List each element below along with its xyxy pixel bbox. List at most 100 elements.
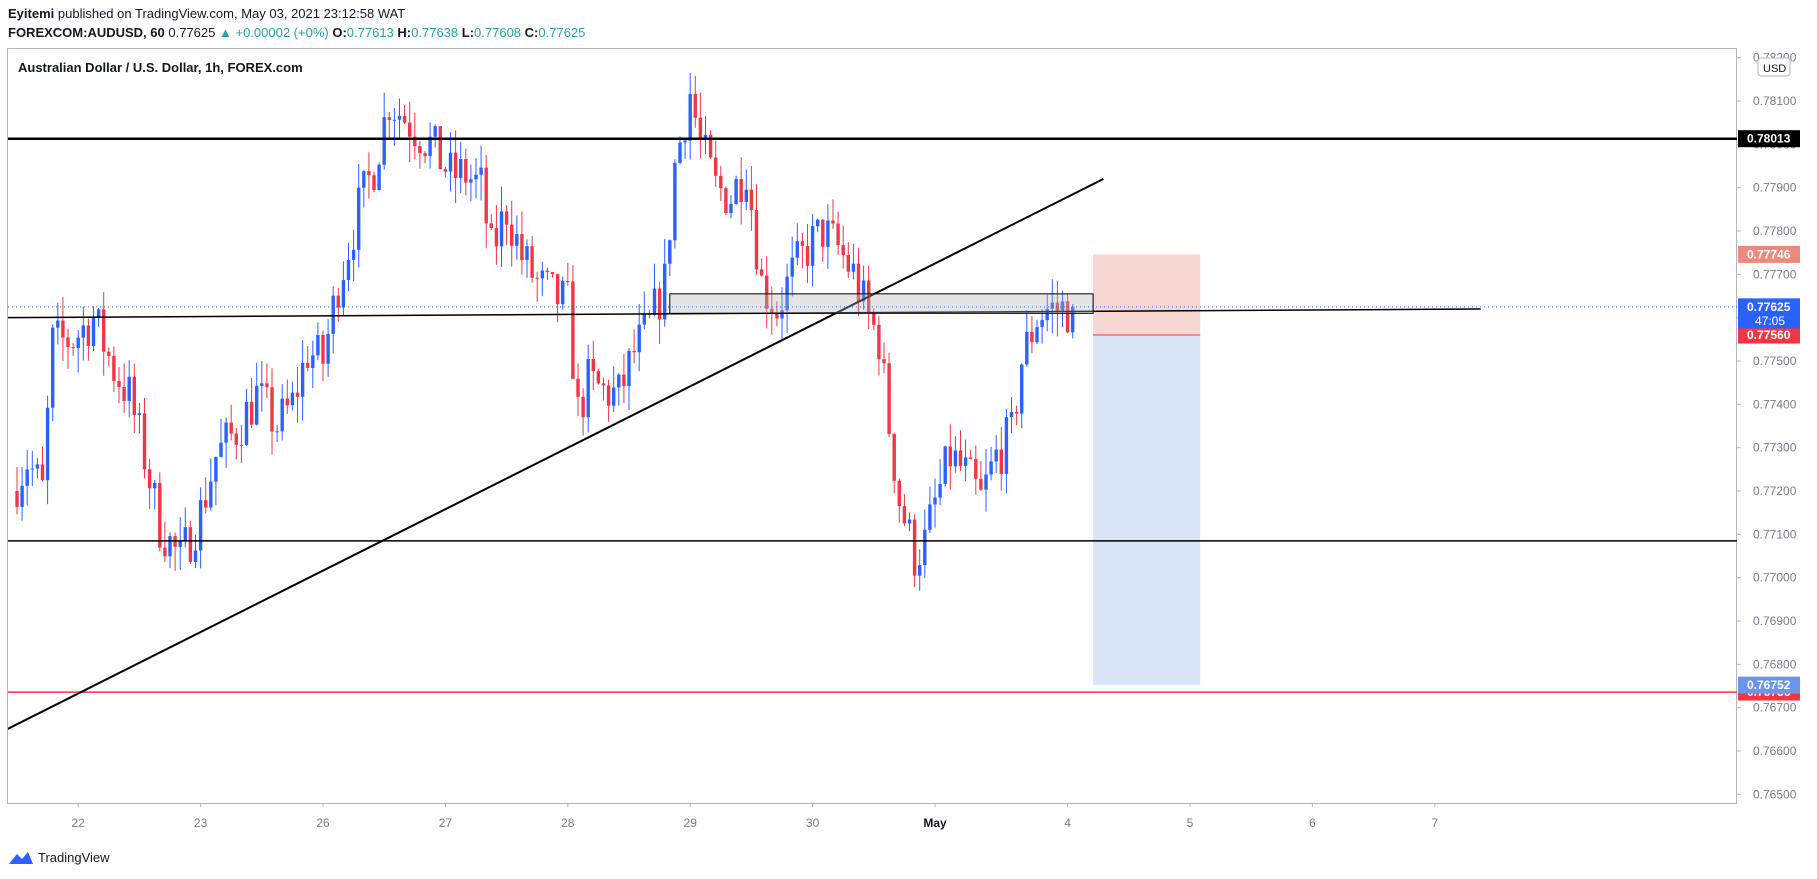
candle-body (408, 122, 412, 137)
candle-body (453, 152, 458, 178)
candle-body (821, 219, 825, 247)
price-axis[interactable]: 0.76500 0.76600 0.76700 0.76800 0.76900 0.770… (1737, 51, 1797, 802)
candle (678, 136, 682, 165)
footer-brand[interactable]: TradingView (8, 849, 110, 865)
candle (377, 162, 381, 191)
candle (51, 324, 55, 422)
candle (367, 152, 371, 199)
candle (209, 458, 213, 511)
candle (397, 98, 402, 140)
stop-price-label-bg (1738, 245, 1800, 263)
candle-body (545, 270, 550, 273)
candle-body (15, 491, 19, 507)
candle (280, 384, 284, 441)
candle-body (418, 146, 422, 154)
candle-body (346, 259, 351, 281)
candle-body (627, 350, 631, 387)
time-axis[interactable]: 22 23 26 27 28 29 30 May 4 5 6 7 (72, 803, 1439, 830)
candle-body (729, 203, 733, 214)
x-tick-label: 27 (439, 816, 453, 830)
publish-info: published on TradingView.com, May 03, 20… (57, 6, 406, 21)
candle (433, 124, 437, 148)
tradingview-logo-icon (9, 852, 33, 864)
candle (627, 348, 631, 410)
chart-frame[interactable] (7, 48, 1737, 804)
candle (668, 239, 672, 276)
candle (142, 397, 147, 479)
candle-body (51, 327, 55, 408)
candle (994, 434, 998, 473)
candle-body (683, 140, 687, 143)
candle (734, 175, 738, 206)
currency-frame[interactable] (1757, 57, 1791, 77)
candle (402, 105, 407, 125)
candle-body (800, 241, 805, 246)
candle (923, 509, 927, 578)
low-label: L: (461, 25, 475, 40)
candle (561, 276, 565, 310)
candle (351, 229, 356, 282)
candle (1004, 409, 1009, 494)
candle-body (601, 383, 606, 386)
trendline[interactable] (7, 178, 1104, 730)
candle-body (515, 234, 519, 246)
candle (306, 346, 310, 372)
close-value: 0.77625 (538, 25, 586, 40)
candle-body (622, 374, 626, 387)
candle-body (663, 263, 667, 320)
x-tick-label: 29 (684, 816, 698, 830)
candle (688, 72, 692, 160)
x-tick-label: May (923, 816, 947, 830)
supply-zone-rect[interactable] (669, 293, 1094, 314)
candle (255, 362, 259, 426)
candle-body (1014, 411, 1019, 414)
candle-body (780, 310, 784, 319)
candle (637, 304, 641, 372)
candle-body (137, 413, 142, 416)
candle (846, 242, 850, 279)
candle-body (96, 309, 101, 318)
candle-body (219, 442, 223, 457)
candle-body (300, 362, 305, 397)
candle (841, 225, 845, 269)
candle-body (550, 272, 555, 275)
candle-body (703, 134, 708, 139)
candle-body (948, 446, 952, 467)
stop-price-label: 0.77746 (1747, 247, 1791, 261)
candle-body (668, 240, 672, 264)
candle (204, 477, 208, 514)
candle (372, 171, 376, 193)
y-tick-label: 0.77200 (1753, 484, 1797, 498)
candle-body (816, 219, 820, 227)
candle-body (652, 288, 657, 315)
high-value: 0.77638 (411, 25, 459, 40)
currency-box[interactable]: USD (1757, 57, 1791, 77)
candle-body (810, 226, 815, 266)
candle-body (846, 255, 850, 272)
candle-body (326, 333, 330, 364)
candle-body (61, 320, 65, 338)
candle-body (540, 270, 544, 279)
candle (147, 459, 152, 509)
candle (474, 158, 478, 199)
entry-price-label-bg (1738, 326, 1800, 344)
open-label: O: (332, 25, 347, 40)
candle-body (928, 504, 932, 530)
candle-body (127, 376, 131, 401)
x-tick-label: 30 (806, 816, 820, 830)
candle-body (387, 117, 391, 121)
candles (15, 72, 1075, 591)
candle-body (178, 540, 182, 547)
stop-loss-zone[interactable] (1093, 254, 1201, 335)
candle-body (260, 383, 264, 386)
candle (178, 517, 182, 570)
candle (632, 329, 636, 364)
candle (520, 211, 524, 275)
take-profit-zone[interactable] (1093, 335, 1201, 686)
candle (311, 340, 315, 389)
author-name[interactable]: Eyitemi (8, 6, 55, 21)
plot-area[interactable] (7, 72, 1737, 730)
candle (229, 404, 233, 441)
candle-body (861, 280, 866, 302)
